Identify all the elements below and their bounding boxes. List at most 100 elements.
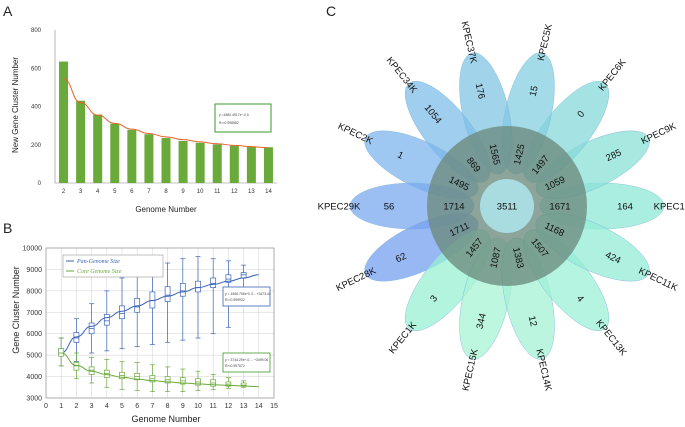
- chart-a-ytick: 200: [31, 143, 42, 149]
- petal-unique-count: 15: [528, 85, 541, 98]
- chart-b-xtick: 7: [150, 403, 154, 410]
- chart-b-series-core: [58, 337, 259, 392]
- chart-a-xlabel: Genome Number: [135, 205, 197, 214]
- chart-b-ytick: 7000: [26, 310, 42, 317]
- chart-a-xtick: 2: [62, 189, 66, 195]
- chart-a-xtick: 7: [147, 189, 151, 195]
- chart-a-bar: [246, 146, 256, 183]
- flower-core-circle: [480, 179, 534, 233]
- chart-b-ytick: 9000: [26, 267, 42, 274]
- chart-a-annotation-line-2: R²=0.998582: [219, 121, 239, 125]
- chart-b-xtick: 0: [44, 403, 48, 410]
- chart-b-box: [240, 272, 247, 279]
- petal-shared-count: 1565: [487, 143, 502, 166]
- chart-a-bar: [178, 140, 188, 183]
- chart-b-ytick: 4000: [26, 374, 42, 381]
- petal-label: KPEC15K: [460, 347, 480, 392]
- petal-unique-count: 3: [428, 293, 440, 304]
- chart-b-annotation-pan-1: y = 1846.756x^0.3... +3473.44: [225, 292, 271, 296]
- chart-b-annotation-core: y = 3744.29e^-0.... +3499.06 R²=0.997572: [222, 352, 271, 373]
- petal-unique-count: 56: [384, 202, 395, 213]
- chart-a-annotation: y =1860.4517x^-0.5 R²=0.998582: [214, 103, 272, 133]
- chart-b-xtick: 9: [181, 403, 185, 410]
- chart-a-bar: [229, 145, 239, 183]
- petal-label: KPEC37K: [459, 20, 479, 65]
- chart-b-box: [103, 314, 110, 326]
- chart-b-xtick: 2: [74, 403, 78, 410]
- chart-b-ytick: 3000: [26, 396, 42, 403]
- petal-unique-count: 12: [526, 315, 539, 328]
- chart-a-bar: [93, 114, 103, 183]
- chart-a-xtick: 14: [265, 189, 272, 195]
- chart-b-fit-line: [61, 274, 259, 354]
- chart-a-xtick: 11: [214, 189, 221, 195]
- petal-shared-count: 1714: [443, 202, 464, 213]
- chart-a-bar: [59, 61, 69, 183]
- chart-b-box: [119, 305, 125, 320]
- chart-b: Gene Cluster Number Genome Number 300040…: [11, 246, 278, 425]
- chart-b-legend-pan: Pan-Genome Size: [76, 259, 120, 265]
- chart-a-xtick: 3: [79, 189, 83, 195]
- petal-label: KPEC13K: [593, 318, 629, 359]
- chart-b-box: [103, 369, 110, 378]
- chart-b-xtick: 11: [210, 403, 217, 410]
- petal-label: KPEC11K: [637, 266, 680, 294]
- panel-label-a: A: [3, 3, 13, 19]
- chart-b-box: [210, 277, 217, 288]
- petal-shared-count: 1425: [512, 143, 527, 166]
- chart-b-fit-line: [61, 352, 259, 388]
- chart-b-xtick: 6: [135, 403, 139, 410]
- petal-label: KPEC1K: [387, 319, 419, 356]
- petal-shared-count: 1383: [510, 246, 525, 269]
- petal-label: KPEC9K: [640, 121, 679, 147]
- petal-unique-count: 1: [395, 150, 405, 162]
- chart-a-bar: [110, 123, 120, 183]
- chart-b-legend: Pan-Genome Size Core Genome Size: [62, 254, 164, 278]
- flower-core-value: 3511: [497, 202, 517, 213]
- chart-a-bar: [127, 129, 137, 183]
- petal-unique-count: 164: [617, 202, 633, 213]
- chart-c-flower: 164KPEC10K285KPEC9K0KPEC6K15KPEC5K176KPE…: [318, 20, 685, 392]
- petal-label: KPEC10K: [654, 202, 685, 213]
- petal-shared-count: 1671: [549, 202, 570, 213]
- petal-label: KPEC14K: [533, 348, 553, 393]
- chart-b-xtick: 3: [90, 403, 94, 410]
- petal-label: KPEC6K: [597, 57, 629, 94]
- chart-a-ytick: 800: [31, 28, 42, 34]
- chart-b-box: [164, 286, 171, 302]
- chart-a-xtick: 8: [164, 189, 168, 195]
- chart-b-ytick: 8000: [26, 288, 42, 295]
- chart-b-box: [58, 348, 65, 357]
- chart-a-bar: [161, 138, 171, 183]
- chart-b-plot-frame: [45, 247, 275, 399]
- chart-a-bar: [195, 142, 205, 183]
- chart-a: New Gene Cluster Number Genome Number 0 2…: [11, 28, 277, 214]
- chart-a-bar: [76, 100, 86, 183]
- chart-b-box: [73, 362, 80, 371]
- chart-a-annotation-line-1: y =1860.4517x^-0.5: [219, 113, 249, 117]
- chart-b-xtick: 5: [120, 403, 124, 410]
- petal-label: KPEC29K: [318, 202, 361, 213]
- chart-b-xtick: 12: [225, 403, 233, 410]
- chart-a-bar: [263, 147, 273, 183]
- chart-a-xtick: 6: [130, 189, 134, 195]
- chart-b-annotation-pan: y = 1846.756x^0.3... +3473.44 R²=0.99993…: [222, 286, 271, 307]
- petal-unique-count: 62: [394, 251, 408, 266]
- chart-b-xtick: 4: [105, 403, 109, 410]
- panel-label-b: B: [3, 220, 12, 236]
- chart-a-xtick: 10: [197, 189, 204, 195]
- chart-b-box: [195, 280, 201, 293]
- chart-b-annotation-core-1: y = 3744.29e^-0.... +3499.06: [225, 358, 268, 362]
- chart-b-annotation-core-2: R²=0.997572: [225, 364, 245, 368]
- chart-b-box: [179, 283, 186, 297]
- chart-a-xtick: 13: [248, 189, 255, 195]
- chart-a-xtick: 12: [231, 189, 238, 195]
- chart-a-fit-curve: [63, 78, 269, 149]
- chart-b-xlabel: Genome Number: [131, 414, 200, 424]
- chart-b-box: [225, 274, 232, 283]
- chart-b-ytick: 10000: [23, 246, 43, 253]
- chart-b-xtick: 1: [59, 403, 63, 410]
- chart-a-xtick: 4: [96, 189, 100, 195]
- petal-unique-count: 176: [473, 82, 487, 100]
